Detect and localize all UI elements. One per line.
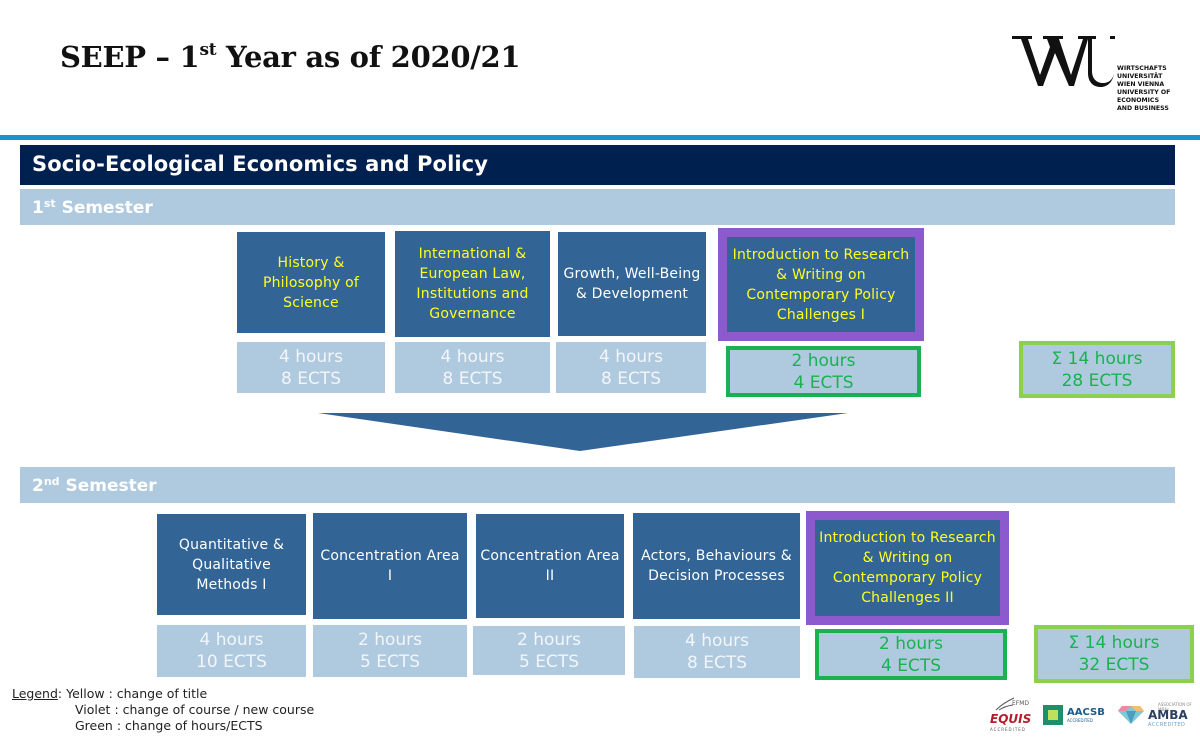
course-hours: 2 hours [791, 350, 856, 371]
total-ects: 32 ECTS [1078, 655, 1150, 675]
aacsb-sub: ACCREDITED [1067, 718, 1093, 723]
course-credits: 4 hours 10 ECTS [157, 625, 306, 677]
course-credits: 4 hours 8 ECTS [395, 342, 550, 393]
course-ects: 8 ECTS [686, 653, 747, 673]
legend-row-yellow: Legend: Yellow : change of title [12, 686, 208, 701]
course-credits-changed: 2 hours 4 ECTS [815, 629, 1007, 680]
legend-color: Green [75, 718, 113, 733]
accreditation-logos: EFMD EQUIS ACCREDITED AACSB ACCREDITED A… [985, 695, 1195, 740]
course-ects: 8 ECTS [280, 368, 341, 389]
semester-2-bar: 2nd Semester [20, 467, 1175, 503]
semester-2-total: Σ 14 hours 32 ECTS [1034, 625, 1194, 683]
title-text-suffix: Year as of 2020/21 [216, 40, 521, 74]
down-arrow-icon [318, 413, 848, 451]
course-credits-changed: 2 hours 4 ECTS [726, 346, 921, 397]
title-superscript: st [199, 40, 217, 60]
wu-logo-text: WIRTSCHAFTS UNIVERSITÄT WIEN VIENNA UNIV… [1117, 65, 1171, 113]
course-hours: 2 hours [357, 630, 422, 650]
equis-sub: ACCREDITED [990, 727, 1026, 732]
aacsb-mark-inner [1048, 710, 1058, 720]
course-credits: 4 hours 8 ECTS [634, 626, 800, 678]
course-ects: 5 ECTS [518, 651, 579, 672]
course-hours: 2 hours [516, 629, 581, 650]
course-box: Concentration Area II [476, 514, 624, 618]
amba-gem-icon [1118, 706, 1144, 724]
amba-sub: ACCREDITED [1148, 722, 1186, 728]
course-box: Quantitative & Qualitative Methods I [157, 514, 306, 615]
course-hours: 4 hours [440, 346, 505, 367]
semester-superscript: st [43, 197, 56, 210]
page-title: SEEP – 1st Year as of 2020/21 [60, 40, 521, 74]
course-box: Growth, Well-Being & Development [558, 232, 706, 336]
legend: Legend: Yellow : change of title Violet … [12, 686, 314, 734]
course-box-new: Introduction to Research & Writing on Co… [806, 511, 1009, 625]
semester-1-bar: 1st Semester [20, 189, 1175, 225]
course-credits: 4 hours 8 ECTS [237, 342, 385, 393]
course-ects: 5 ECTS [359, 652, 420, 672]
course-box-new: Introduction to Research & Writing on Co… [718, 228, 924, 341]
semester-number: 2 [32, 476, 44, 496]
legend-row-green: Green : change of hours/ECTS [75, 718, 263, 733]
course-ects: 4 ECTS [880, 655, 941, 676]
amba-name: AMBA [1148, 708, 1188, 722]
legend-meaning: change of title [116, 686, 208, 701]
course-box: Actors, Behaviours & Decision Processes [633, 513, 800, 619]
semester-1-total: Σ 14 hours 28 ECTS [1019, 341, 1175, 398]
legend-color: Yellow [66, 686, 105, 701]
total-ects: 28 ECTS [1061, 370, 1133, 391]
wu-logo: WIRTSCHAFTS UNIVERSITÄT WIEN VIENNA UNIV… [1010, 33, 1200, 128]
course-hours: 2 hours [878, 633, 943, 654]
total-hours: Σ 14 hours [1068, 633, 1160, 653]
aacsb-logo: AACSB ACCREDITED [1043, 705, 1113, 735]
semester-label: Semester [59, 476, 157, 496]
course-box: International & European Law, Institutio… [395, 231, 550, 337]
course-box: History & Philosophy of Science [237, 232, 385, 333]
aacsb-name: AACSB [1067, 707, 1105, 718]
equis-logo: EFMD EQUIS ACCREDITED [985, 695, 1045, 740]
legend-row-violet: Violet : change of course / new course [75, 702, 315, 717]
program-title-bar: Socio-Ecological Economics and Policy [20, 145, 1175, 185]
course-hours: 4 hours [598, 346, 663, 367]
legend-meaning: change of hours/ECTS [125, 718, 263, 733]
course-ects: 8 ECTS [600, 368, 661, 389]
course-credits: 2 hours 5 ECTS [473, 626, 625, 675]
course-ects: 8 ECTS [442, 368, 503, 389]
semester-number: 1 [32, 198, 44, 218]
equis-name: EQUIS [990, 712, 1032, 726]
course-credits: 4 hours 8 ECTS [556, 342, 706, 393]
wu-logo-mark-icon [1012, 36, 1115, 87]
course-credits: 2 hours 5 ECTS [313, 625, 467, 677]
legend-meaning: change of course / new course [122, 702, 315, 717]
course-box: Concentration Area I [313, 513, 467, 619]
course-hours: 4 hours [684, 631, 749, 651]
course-hours: 4 hours [278, 346, 343, 367]
total-hours: Σ 14 hours [1051, 348, 1143, 369]
amba-logo: ASSOCIATION OF MBAs AMBA ACCREDITED [1118, 700, 1196, 735]
equis-org: EFMD [1012, 700, 1030, 707]
amba-pre: ASSOCIATION OF MBAs [1158, 702, 1192, 712]
legend-key: Legend [12, 686, 58, 701]
course-ects: 10 ECTS [196, 652, 267, 672]
title-text: SEEP – 1 [60, 40, 200, 74]
course-ects: 4 ECTS [793, 372, 854, 393]
equis-swoosh-icon [995, 697, 1015, 711]
header-rule [0, 135, 1200, 140]
course-hours: 4 hours [199, 630, 264, 650]
semester-superscript: nd [43, 475, 60, 488]
semester-label: Semester [55, 198, 153, 218]
legend-color: Violet [75, 702, 111, 717]
